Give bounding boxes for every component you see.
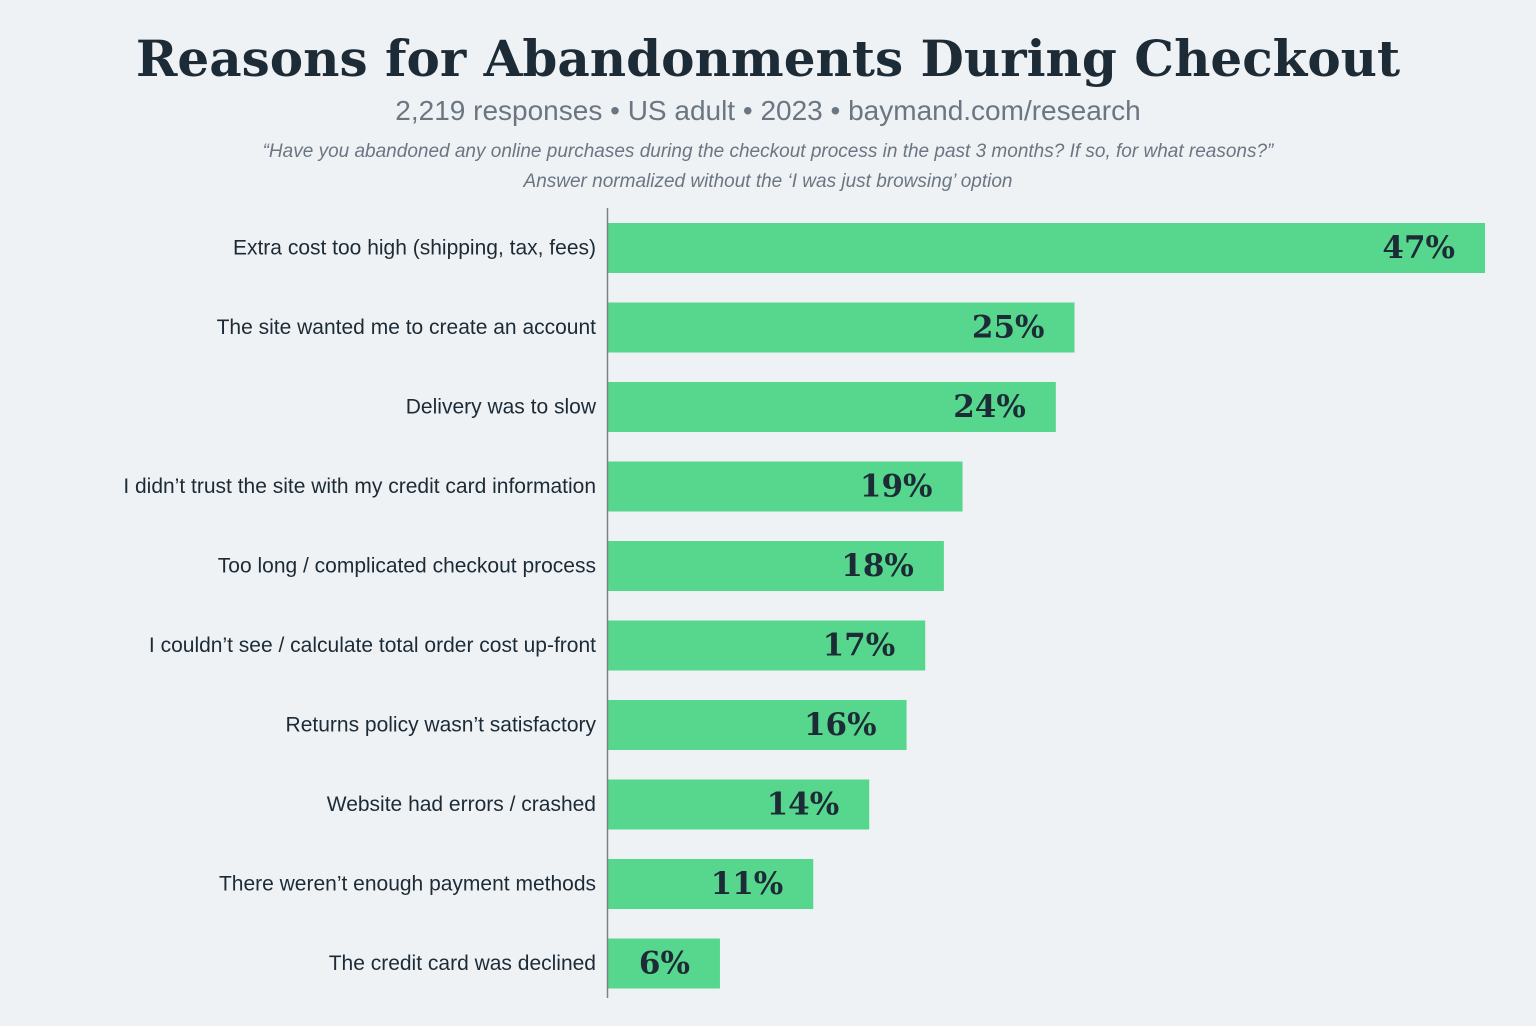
bar-7 <box>608 700 907 750</box>
bar-3 <box>608 382 1056 432</box>
value-label-6: 17% <box>823 628 896 664</box>
category-label-10: The credit card was declined <box>329 952 596 975</box>
category-label-8: Website had errors / crashed <box>327 793 596 816</box>
value-labels-layer: 47% 25% 24% 19% 18% 17% 16% 14% 11% 6% <box>639 230 1455 982</box>
category-labels-layer: Extra cost too high (shipping, tax, fees… <box>123 237 597 976</box>
category-label-3: Delivery was to slow <box>406 396 597 419</box>
bar-10 <box>608 938 720 989</box>
normalization-note: Answer normalized without the ‘I was jus… <box>523 171 1013 192</box>
value-label-3: 24% <box>953 389 1026 425</box>
value-label-7: 16% <box>804 707 877 743</box>
category-label-5: Too long / complicated checkout process <box>218 555 596 578</box>
bar-5 <box>608 541 944 591</box>
value-label-1: 47% <box>1382 230 1455 266</box>
category-label-1: Extra cost too high (shipping, tax, fees… <box>233 237 596 260</box>
bar-1 <box>608 223 1485 273</box>
category-label-2: The site wanted me to create an account <box>217 316 597 339</box>
category-label-9: There weren’t enough payment methods <box>219 873 596 896</box>
bar-6 <box>608 620 926 671</box>
chart-subtitle: 2,219 responses • US adult • 2023 • baym… <box>395 95 1141 126</box>
value-label-2: 25% <box>972 310 1045 346</box>
category-label-4: I didn’t trust the site with my credit c… <box>123 475 596 498</box>
bar-4 <box>608 461 963 512</box>
value-label-9: 11% <box>711 866 784 902</box>
bar-2 <box>608 302 1075 353</box>
category-label-7: Returns policy wasn’t satisfactory <box>286 714 597 737</box>
value-label-10: 6% <box>639 946 690 982</box>
value-label-4: 19% <box>860 469 933 505</box>
value-label-5: 18% <box>841 548 914 584</box>
value-label-8: 14% <box>767 787 840 823</box>
bar-9 <box>608 859 814 909</box>
category-label-6: I couldn’t see / calculate total order c… <box>149 634 596 657</box>
bars-layer <box>608 223 1485 989</box>
bar-8 <box>608 779 870 830</box>
survey-question: “Have you abandoned any online purchases… <box>262 141 1274 162</box>
chart-title: Reasons for Abandonments During Checkout <box>135 29 1401 88</box>
